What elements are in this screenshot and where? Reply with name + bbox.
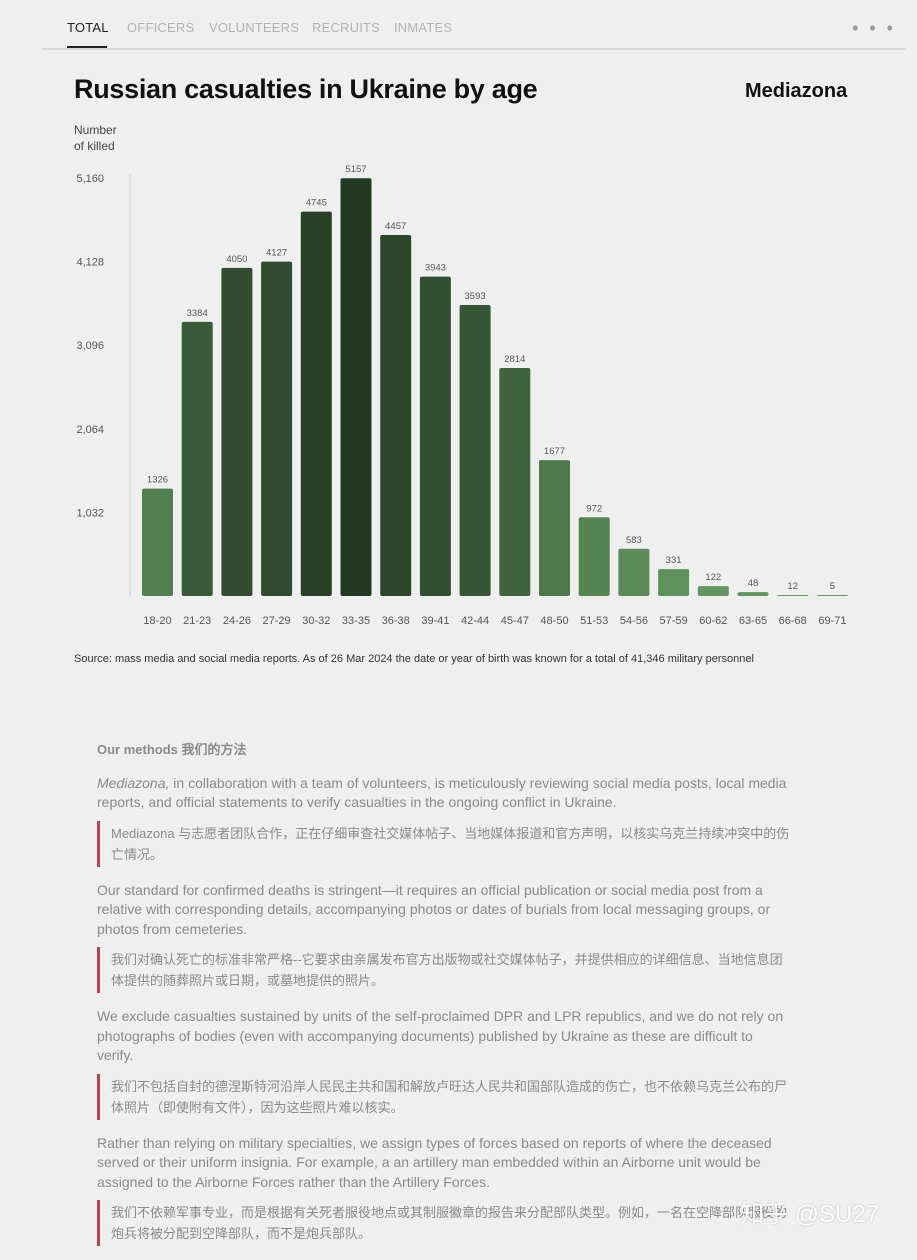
translation-quote-4: 我们不依赖军事专业，而是根据有关死者服役地点或其制服徽章的报告来分配部队类型。例… bbox=[97, 1200, 792, 1246]
bar-value-label: 4127 bbox=[266, 248, 287, 259]
y-axis-label: Number of killed bbox=[74, 122, 134, 154]
x-tick-label: 24-26 bbox=[223, 615, 251, 627]
bar-48-50[interactable] bbox=[539, 460, 570, 596]
bar-42-44[interactable] bbox=[459, 304, 491, 596]
x-tick-label: 30-32 bbox=[302, 615, 330, 627]
x-tick-label: 69-71 bbox=[818, 615, 846, 627]
category-tabs: TOTAL OFFICERS VOLUNTEERS RECRUITS INMAT… bbox=[42, 0, 906, 50]
bar-54-56[interactable] bbox=[618, 548, 650, 596]
bar-value-label: 1677 bbox=[544, 446, 565, 457]
tab-inmates[interactable]: INMATES bbox=[394, 20, 453, 35]
x-tick-label: 36-38 bbox=[382, 615, 410, 627]
bar-63-65[interactable] bbox=[737, 592, 769, 596]
x-tick-label: 39-41 bbox=[421, 615, 449, 627]
x-tick-label: 51-53 bbox=[580, 615, 608, 627]
brand-logo: Mediazona bbox=[745, 80, 848, 102]
y-tick-label: 1,032 bbox=[76, 507, 104, 519]
bar-39-41[interactable] bbox=[419, 276, 451, 596]
bar-value-label: 2814 bbox=[504, 354, 525, 365]
mediazona-italic: Mediazona, bbox=[97, 774, 170, 791]
x-tick-label: 33-35 bbox=[342, 615, 370, 627]
tab-officers[interactable]: OFFICERS bbox=[127, 20, 195, 35]
tab-volunteers[interactable]: VOLUNTEERS bbox=[209, 20, 300, 35]
x-tick-label: 45-47 bbox=[501, 615, 529, 627]
bar-21-23[interactable] bbox=[181, 321, 213, 596]
y-tick-label: 3,096 bbox=[76, 340, 104, 352]
more-options-icon[interactable]: • • • bbox=[852, 18, 896, 38]
methods-paragraph-2: Our standard for confirmed deaths is str… bbox=[97, 881, 771, 937]
methods-section: Our methods 我们的方法 Mediazona, in collabor… bbox=[97, 740, 792, 1260]
bar-30-32[interactable] bbox=[300, 211, 332, 596]
bar-value-label: 4457 bbox=[385, 221, 406, 232]
bar-value-label: 972 bbox=[586, 503, 602, 514]
x-tick-label: 27-29 bbox=[263, 615, 291, 627]
bar-value-label: 5 bbox=[830, 581, 835, 592]
bar-value-label: 122 bbox=[705, 572, 721, 583]
bar-18-20[interactable] bbox=[142, 488, 173, 596]
y-tick-label: 2,064 bbox=[76, 424, 104, 436]
chart-title: Russian casualties in Ukraine by age bbox=[74, 74, 538, 104]
x-tick-label: 66-68 bbox=[779, 615, 807, 627]
x-tick-label: 48-50 bbox=[540, 615, 568, 627]
translation-quote-2: 我们对确认死亡的标准非常严格--它要求由亲属发布官方出版物或社交媒体帖子，并提供… bbox=[97, 947, 792, 993]
bar-69-71[interactable] bbox=[816, 595, 848, 596]
source-note: Source: mass media and social media repo… bbox=[74, 653, 754, 665]
casualties-bar-chart: 1,032 2,064 3,096 4,128 5,160 1326 18-20 3384 21… bbox=[76, 164, 848, 627]
methods-heading: Our methods 我们的方法 bbox=[97, 742, 247, 757]
y-tick-label: 4,128 bbox=[76, 257, 104, 269]
x-tick-label: 42-44 bbox=[461, 615, 489, 627]
bar-33-35[interactable] bbox=[340, 178, 372, 596]
bar-57-59[interactable] bbox=[658, 569, 690, 596]
y-axis-label-line1: Number bbox=[74, 123, 117, 137]
bar-value-label: 3593 bbox=[465, 291, 486, 302]
bar-value-label: 583 bbox=[626, 535, 642, 546]
x-tick-label: 18-20 bbox=[143, 615, 171, 627]
bar-value-label: 5157 bbox=[345, 164, 366, 175]
y-axis-label-line2: of killed bbox=[74, 139, 115, 153]
x-tick-label: 63-65 bbox=[739, 615, 767, 627]
methods-paragraph-1: Mediazona, in collaboration with a team … bbox=[97, 774, 792, 813]
x-tick-label: 21-23 bbox=[183, 615, 211, 627]
methods-paragraph-1-text: in collaboration with a team of voluntee… bbox=[97, 774, 787, 811]
watermark: 知乎 @SU27 bbox=[740, 1201, 880, 1228]
bar-51-53[interactable] bbox=[578, 517, 610, 596]
methods-paragraph-3: We exclude casualties sustained by units… bbox=[97, 1008, 784, 1063]
tab-total[interactable]: TOTAL bbox=[67, 20, 109, 35]
bar-value-label: 4050 bbox=[226, 254, 247, 265]
bar-27-29[interactable] bbox=[261, 261, 293, 596]
active-tab-indicator bbox=[67, 46, 107, 48]
bar-36-38[interactable] bbox=[380, 234, 412, 596]
x-tick-label: 54-56 bbox=[620, 615, 648, 627]
bar-value-label: 12 bbox=[787, 581, 798, 592]
bar-24-26[interactable] bbox=[221, 267, 253, 596]
bar-value-label: 331 bbox=[666, 555, 682, 566]
bar-value-label: 48 bbox=[748, 578, 759, 589]
bar-66-68[interactable] bbox=[777, 595, 809, 596]
bar-value-label: 4745 bbox=[306, 198, 327, 209]
methods-paragraph-4: Rather than relying on military specialt… bbox=[97, 1134, 772, 1190]
x-tick-label: 60-62 bbox=[699, 615, 727, 627]
bar-45-47[interactable] bbox=[499, 368, 531, 596]
bar-value-label: 1326 bbox=[147, 475, 168, 486]
tab-recruits[interactable]: RECRUITS bbox=[312, 20, 381, 35]
x-tick-label: 57-59 bbox=[660, 615, 688, 627]
bar-value-label: 3384 bbox=[187, 308, 208, 319]
bar-60-62[interactable] bbox=[697, 586, 729, 596]
bar-value-label: 3943 bbox=[425, 263, 446, 274]
translation-quote-3: 我们不包括自封的德涅斯特河沿岸人民民主共和国和解放卢旺达人民共和国部队造成的伤亡… bbox=[97, 1073, 792, 1120]
translation-quote-1: Mediazona 与志愿者团队合作，正在仔细审查社交媒体帖子、当地媒体报道和官… bbox=[97, 820, 792, 867]
y-tick-label: 5,160 bbox=[76, 173, 104, 185]
